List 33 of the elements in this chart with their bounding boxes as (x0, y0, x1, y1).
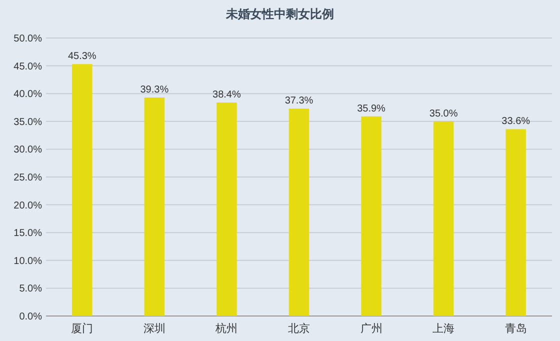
y-tick-label: 20.0% (14, 200, 42, 212)
data-label: 37.3% (284, 96, 314, 107)
y-tick-label: 35.0% (14, 116, 42, 128)
y-tick-label: 50.0% (14, 34, 42, 44)
y-tick-label: 45.0% (14, 61, 42, 72)
bar (361, 116, 382, 316)
y-tick-label: 10.0% (14, 256, 42, 267)
y-tick-label: 40.0% (14, 89, 42, 100)
bar (72, 64, 92, 316)
chart-title: 未婚女性中剩女比例 (225, 7, 334, 21)
x-tick-label: 广州 (360, 322, 382, 335)
data-label: 39.3% (140, 84, 169, 96)
bar (433, 121, 454, 316)
x-tick-label: 上海 (432, 322, 455, 335)
bar (216, 102, 237, 316)
bar (144, 97, 165, 316)
data-label: 45.3% (68, 51, 96, 62)
x-tick-label: 杭州 (214, 322, 238, 335)
bar (288, 108, 310, 316)
data-label: 38.4% (212, 89, 241, 100)
y-tick-label: 15.0% (14, 228, 42, 240)
bar (506, 129, 526, 316)
x-tick-label: 厦门 (71, 322, 94, 335)
data-label: 33.6% (502, 116, 530, 128)
data-label: 35.0% (429, 108, 458, 120)
y-tick-label: 30.0% (14, 144, 42, 156)
x-tick-label: 北京 (288, 322, 310, 335)
y-tick-label: 0.0% (19, 312, 42, 322)
x-tick-label: 深圳 (143, 322, 166, 335)
data-label: 35.9% (357, 103, 386, 114)
y-tick-label: 5.0% (19, 284, 42, 295)
y-tick-label: 25.0% (14, 172, 42, 184)
x-tick-label: 青岛 (504, 322, 527, 335)
